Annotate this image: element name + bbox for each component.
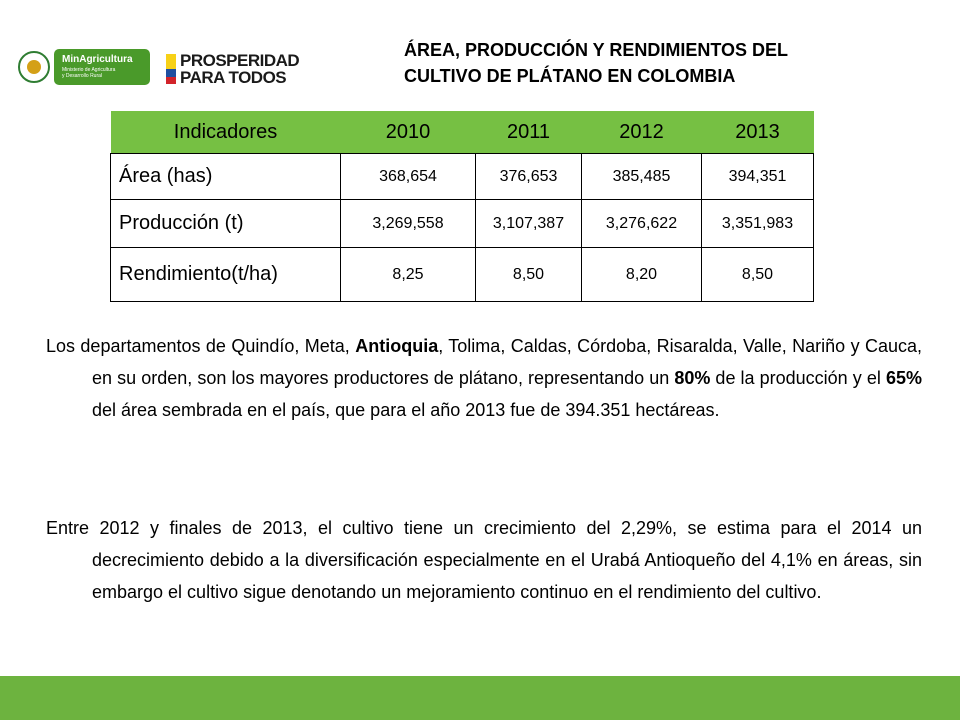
table-cell: 385,485 — [581, 153, 702, 200]
slide-title-line2: CULTIVO DE PLÁTANO EN COLOMBIA — [404, 66, 736, 86]
header-2010: 2010 — [340, 111, 476, 154]
row-label: Producción (t) — [110, 199, 341, 248]
table-header-row: Indicadores 2010 2011 2012 2013 — [110, 111, 814, 154]
slide-title-line1: ÁREA, PRODUCCIÓN Y RENDIMIENTOS DEL — [404, 40, 789, 60]
row-label: Rendimiento(t/ha) — [110, 247, 341, 302]
table-cell: 3,276,622 — [581, 199, 702, 248]
table-cell: 8,20 — [581, 247, 702, 302]
table-cell: 3,269,558 — [340, 199, 476, 248]
minagricultura-name: MinAgricultura — [62, 54, 133, 65]
header-2012: 2012 — [581, 111, 702, 154]
paragraph-growth: Entre 2012 y finales de 2013, el cultivo… — [46, 518, 922, 602]
footer-bar — [0, 676, 960, 720]
table-row-produccion: Producción (t) 3,269,558 3,107,387 3,276… — [110, 199, 814, 248]
row-label: Área (has) — [110, 153, 341, 200]
paragraph-producers: Los departamentos de Quindío, Meta, Anti… — [46, 336, 923, 420]
table-cell: 8,25 — [340, 247, 476, 302]
table-cell: 8,50 — [475, 247, 582, 302]
bold-65-percent: 65% — [885, 368, 922, 388]
header-2013: 2013 — [701, 111, 814, 154]
table-row-rendimiento: Rendimiento(t/ha) 8,25 8,50 8,20 8,50 — [110, 247, 814, 302]
prosperidad-para-todos-logo: PROSPERIDAD PARA TODOS — [166, 50, 306, 88]
slide-title: ÁREA, PRODUCCIÓN Y RENDIMIENTOS DEL CULT… — [404, 37, 934, 89]
para-todos-word: PARA TODOS — [180, 68, 287, 87]
table-cell: 394,351 — [701, 153, 814, 200]
header-2011: 2011 — [475, 111, 582, 154]
table-cell: 376,653 — [475, 153, 582, 200]
table-cell: 3,107,387 — [475, 199, 582, 248]
prosperidad-word: PROSPERIDAD — [180, 51, 300, 70]
table-row-area: Área (has) 368,654 376,653 385,485 394,3… — [110, 153, 814, 200]
minagricultura-subtitle: Ministerio de Agricultura y Desarrollo R… — [62, 67, 116, 79]
minagricultura-logo: MinAgricultura Ministerio de Agricultura… — [18, 49, 152, 85]
table-cell: 8,50 — [701, 247, 814, 302]
colombia-seal-icon — [18, 51, 50, 83]
bold-antioquia: Antioquia — [355, 336, 439, 356]
table-cell: 3,351,983 — [701, 199, 814, 248]
table-cell: 368,654 — [340, 153, 476, 200]
bold-80-percent: 80% — [674, 368, 711, 388]
header-indicadores: Indicadores — [110, 111, 341, 154]
minagricultura-badge: MinAgricultura Ministerio de Agricultura… — [54, 49, 150, 85]
indicators-table: Indicadores 2010 2011 2012 2013 Área (ha… — [110, 111, 814, 302]
colombia-flag-icon — [166, 54, 176, 84]
